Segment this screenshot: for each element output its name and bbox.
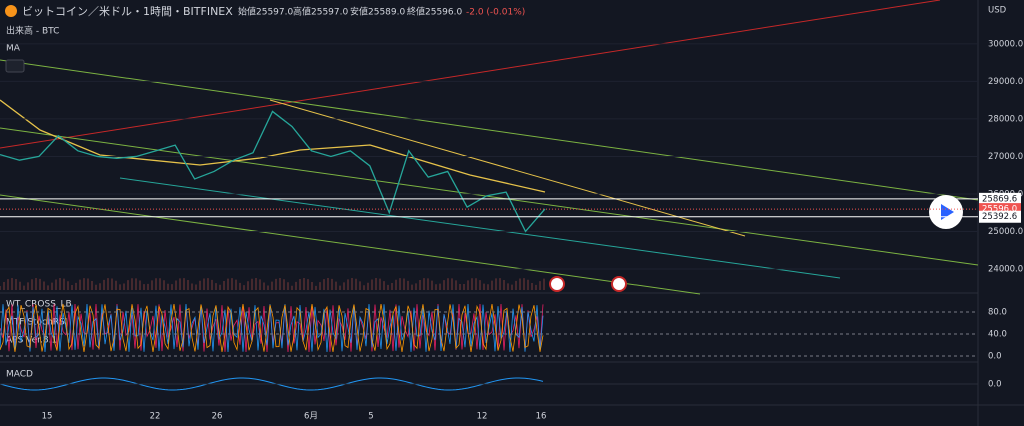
x-tick-label: 12	[477, 412, 488, 422]
x-tick-label: 15	[42, 412, 53, 422]
play-icon	[941, 204, 954, 220]
header: ビットコイン／米ドル・1時間・BITFINEX 始値25597.0 高値2559…	[5, 5, 1007, 380]
y-tick-label: 24000.0	[988, 264, 1023, 274]
y-tick-label: 29000.0	[988, 77, 1023, 87]
trend-line	[0, 194, 701, 295]
oscillator-line	[0, 303, 544, 353]
osc-tick-label: 80.0	[988, 308, 1007, 318]
indicator-label: 出来高 - BTC	[6, 25, 59, 37]
currency-label: USD	[988, 6, 1007, 16]
y-tick-label: 30000.0	[988, 39, 1023, 49]
coin-icon	[5, 5, 17, 17]
osc-tick-label: 0.0	[988, 352, 1002, 362]
trend-line	[0, 127, 979, 266]
x-tick-label: 26	[212, 412, 223, 422]
price-label-box	[979, 192, 1021, 205]
price-label: 25869.6	[982, 194, 1017, 204]
macd-tick-label: 0.0	[988, 380, 1002, 390]
x-tick-label: 22	[150, 412, 161, 422]
moving-average	[0, 99, 546, 193]
price-label: 25392.6	[982, 212, 1017, 222]
price-line	[0, 110, 546, 233]
ohlc: 始値25597.0	[238, 6, 293, 18]
price-label: 25596.0	[982, 205, 1017, 215]
indicator-label: MACD	[6, 370, 33, 380]
oscillator-line	[0, 303, 544, 353]
y-tick-label: 27000.0	[988, 152, 1023, 162]
price-label-box	[979, 210, 1021, 223]
osc-tick-label: 40.0	[988, 330, 1007, 340]
indicator-label: MA	[6, 44, 21, 54]
chart-title: ビットコイン／米ドル・1時間・BITFINEX	[22, 5, 233, 18]
trend-line	[0, 0, 941, 149]
event-icon[interactable]	[611, 276, 627, 292]
y-tick-label: 28000.0	[988, 114, 1023, 124]
ohlc-change: -2.0 (-0.01%)	[466, 8, 525, 18]
indicator-panes	[0, 278, 545, 391]
trend-line	[119, 177, 841, 279]
event-icon[interactable]	[549, 276, 565, 292]
trend-line	[269, 99, 746, 237]
y-tick-label: 25000.0	[988, 227, 1023, 237]
indicator-label: WT_CROSS_LB	[6, 300, 72, 310]
ohlc: 安値25589.0	[350, 6, 405, 18]
indicator-label: APS Ver.8.1	[6, 336, 57, 346]
macd-line	[0, 377, 544, 391]
ohlc: 終値25596.0	[407, 6, 462, 18]
indicator-label: MTF StochRSI	[6, 318, 67, 328]
trend-line	[0, 59, 979, 201]
ohlc: 高値25597.0	[293, 6, 348, 18]
x-tick-label: 6月	[304, 412, 318, 422]
x-tick-label: 16	[536, 412, 547, 422]
x-tick-label: 5	[368, 412, 373, 422]
collapse-button[interactable]	[5, 59, 25, 73]
